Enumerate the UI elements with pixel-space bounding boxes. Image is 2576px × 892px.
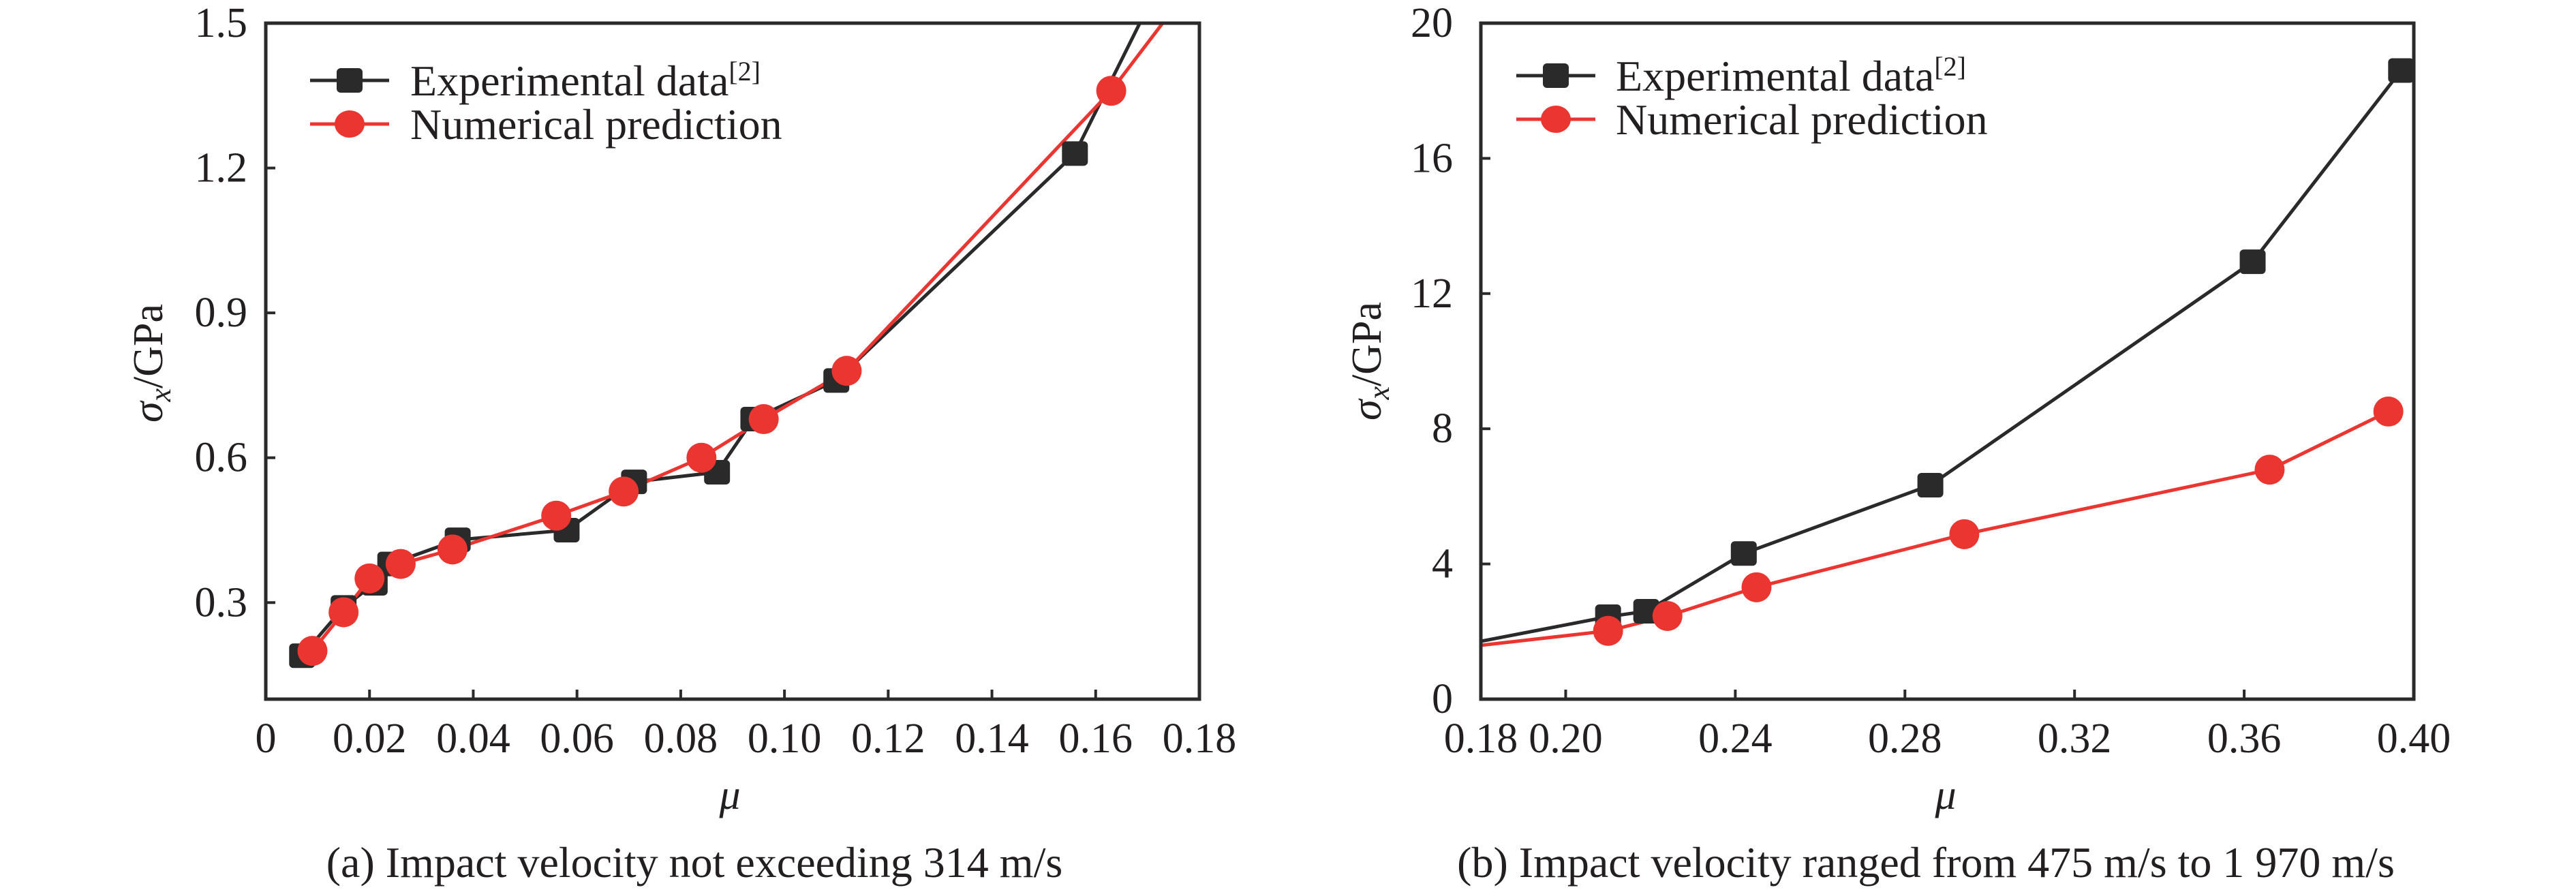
legend-label-text: Numerical prediction — [1616, 95, 1988, 144]
experimental-point — [1917, 473, 1944, 498]
x-tick-label: 0.06 — [540, 716, 614, 762]
numerical-point — [385, 549, 416, 579]
legend-b: Experimental data[2]Numerical prediction — [1516, 51, 1988, 144]
y-axis-label-a-subscript: x — [144, 388, 177, 402]
legend-circle-marker-icon — [335, 110, 365, 138]
legend-label-numerical: Numerical prediction — [1616, 95, 1988, 144]
y-tick-label: 16 — [1411, 135, 1453, 181]
x-axis-label-b: μ — [1934, 772, 1956, 818]
y-tick-label: 0.3 — [195, 579, 248, 626]
y-axis-label-b-subscript: x — [1362, 386, 1396, 400]
y-tick-label: 0.6 — [195, 435, 248, 481]
x-tick-label: 0.16 — [1059, 716, 1133, 762]
numerical-point — [438, 534, 467, 565]
numerical-point — [1096, 76, 1126, 106]
x-tick-label: 0.02 — [333, 716, 407, 762]
numerical-point — [748, 404, 779, 435]
y-axis-label-a-symbol: σ — [125, 400, 172, 422]
experimental-point — [2388, 58, 2414, 83]
experimental-point — [1062, 141, 1088, 166]
y-tick-label: 4 — [1432, 541, 1453, 587]
y-tick-label: 1.5 — [195, 0, 248, 46]
series-layer-a — [289, 23, 1165, 668]
numerical-point — [354, 563, 385, 594]
y-tick-label: 1.2 — [195, 145, 248, 191]
y-axis-label-a: σx/GPa — [125, 304, 177, 422]
numerical-point — [1652, 600, 1683, 631]
legend-a: Experimental data[2]Numerical prediction — [310, 56, 782, 149]
x-tick-label: 0.04 — [436, 716, 510, 762]
tick-labels-b: 0.18 0.20 0.24 0.28 0.32 0.36 0.40 0 4 8 12 16 20 — [1411, 0, 2451, 762]
y-axis-label-b: σx/GPa — [1344, 302, 1396, 420]
legend-label-superscript: [2] — [729, 56, 761, 87]
x-tick-label: 0.24 — [1698, 716, 1773, 762]
y-tick-label: 20 — [1411, 0, 1453, 46]
legend-label-text: Numerical prediction — [410, 100, 782, 149]
y-tick-label: 0.9 — [195, 290, 248, 336]
numerical-point — [831, 356, 862, 386]
legend-circle-marker-icon — [1541, 106, 1571, 133]
x-tick-label: 0.08 — [644, 716, 718, 762]
numerical-point — [2254, 455, 2285, 485]
numerical-point — [297, 636, 328, 666]
x-tick-label: 0.18 — [1444, 716, 1518, 762]
y-axis-label-a-unit: /GPa — [125, 304, 172, 388]
y-axis-label-b-symbol: σ — [1344, 398, 1390, 420]
legend-label-numerical: Numerical prediction — [410, 100, 782, 149]
experimental-point — [1730, 541, 1757, 566]
x-tick-label: 0.12 — [851, 716, 925, 762]
x-tick-label: 0.10 — [748, 716, 822, 762]
numerical-point — [609, 476, 639, 507]
x-tick-label: 0.18 — [1163, 716, 1237, 762]
x-tick-label: 0.20 — [1529, 716, 1603, 762]
ticks-a — [266, 166, 1097, 699]
legend-square-marker-icon — [337, 68, 363, 93]
numerical-point — [1949, 519, 1980, 549]
chart-panel-b: 0.18 0.20 0.24 0.28 0.32 0.36 0.40 0 4 8 12 16 20 Ex… — [1344, 0, 2451, 887]
x-tick-label: 0 — [256, 716, 277, 762]
plot-frame-b — [1479, 21, 2416, 701]
experimental-point — [2239, 249, 2266, 275]
x-axis-label-a: μ — [718, 772, 740, 818]
numerical-point — [1593, 615, 1623, 646]
numerical-point — [328, 597, 359, 628]
y-tick-label: 12 — [1411, 271, 1453, 317]
caption-b: (b) Impact velocity ranged from 475 m/s … — [1457, 838, 2395, 887]
x-tick-label: 0.14 — [955, 716, 1029, 762]
legend-label-experimental: Experimental data[2] — [410, 56, 761, 105]
experimental-line — [1481, 69, 2403, 643]
legend-square-marker-icon — [1543, 63, 1569, 88]
plot-frame-a — [264, 21, 1201, 701]
x-tick-label: 0.36 — [2207, 716, 2282, 762]
numerical-point — [541, 500, 572, 531]
y-axis-label-b-unit: /GPa — [1344, 302, 1390, 386]
chart-panel-a: 0 0.02 0.04 0.06 0.08 0.10 0.12 0.14 0.16 0.18 0.3… — [125, 0, 1236, 887]
series-layer-b — [1481, 58, 2414, 647]
x-tick-label: 0.32 — [2038, 716, 2112, 762]
ticks-b — [1481, 157, 2246, 699]
x-tick-label: 0.40 — [2377, 716, 2451, 762]
numerical-line — [1481, 410, 2389, 647]
y-tick-label: 8 — [1432, 405, 1453, 452]
numerical-point — [2373, 396, 2404, 427]
tick-labels-a: 0 0.02 0.04 0.06 0.08 0.10 0.12 0.14 0.16 0.18 0.3… — [195, 0, 1237, 762]
x-tick-label: 0.28 — [1868, 716, 1942, 762]
legend-label-experimental: Experimental data[2] — [1616, 51, 1966, 100]
legend-label-superscript: [2] — [1934, 51, 1966, 82]
y-tick-label: 0 — [1432, 676, 1453, 722]
caption-a: (a) Impact velocity not exceeding 314 m/… — [326, 838, 1063, 887]
numerical-point — [686, 442, 717, 473]
numerical-point — [1741, 572, 1772, 602]
legend-label-text: Experimental data — [410, 57, 729, 105]
legend-label-text: Experimental data — [1616, 52, 1934, 100]
